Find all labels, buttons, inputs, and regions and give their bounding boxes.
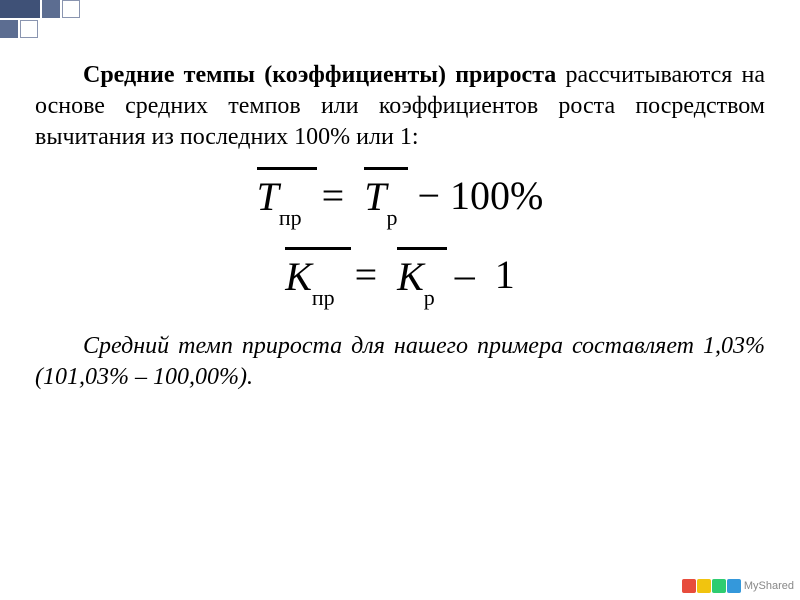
formula-2: Кпр = Кр – 1	[35, 251, 765, 305]
deco-block	[42, 0, 60, 18]
minus-sign: −	[417, 173, 440, 218]
formula-1: Tпр = Tр −100%	[35, 172, 765, 226]
watermark-square	[727, 579, 741, 593]
f1-rhs-var: Tр	[364, 173, 397, 225]
f1-tail: 100%	[450, 173, 543, 218]
watermark-square	[682, 579, 696, 593]
f2-tail: 1	[495, 252, 515, 297]
slide-content: Средние темпы (коэффициенты) прироста ра…	[35, 60, 765, 394]
deco-outline	[20, 20, 38, 38]
corner-decoration	[0, 0, 90, 40]
intro-paragraph: Средние темпы (коэффициенты) прироста ра…	[35, 60, 765, 154]
intro-bold: Средние темпы (коэффициенты) прироста	[83, 62, 556, 88]
deco-block	[0, 20, 18, 38]
f2-rhs-var: Кр	[397, 253, 435, 305]
example-paragraph: Средний темп прироста для нашего примера…	[35, 331, 765, 393]
watermark-square	[697, 579, 711, 593]
minus-sign: –	[455, 252, 475, 297]
f1-lhs: Tпр	[257, 173, 302, 225]
watermark: MyShared	[682, 578, 794, 594]
deco-block	[0, 0, 40, 18]
equals-sign: =	[355, 252, 378, 297]
watermark-text: MyShared	[744, 580, 794, 592]
equals-sign: =	[322, 173, 345, 218]
deco-outline	[62, 0, 80, 18]
watermark-square	[712, 579, 726, 593]
f2-lhs: Кпр	[285, 253, 334, 305]
